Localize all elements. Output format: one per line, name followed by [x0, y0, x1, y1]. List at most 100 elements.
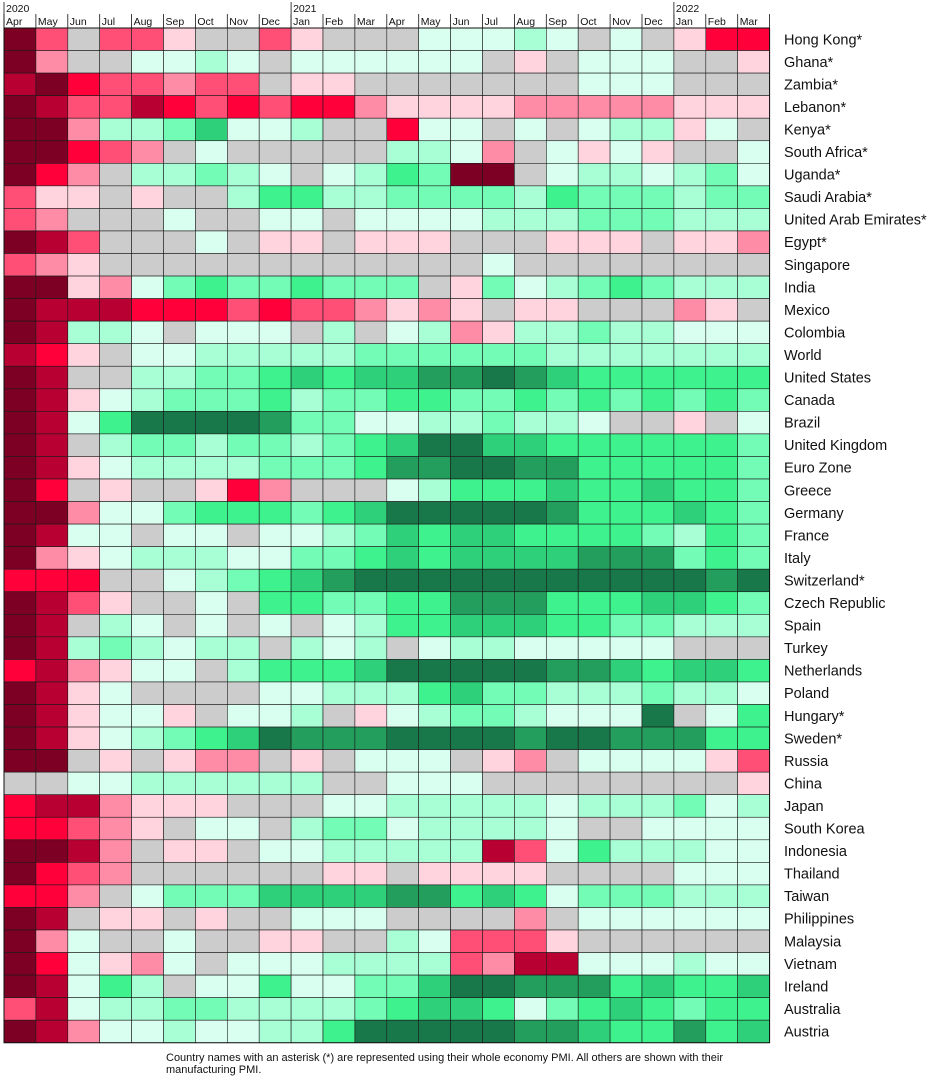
- heatmap-cell: [737, 681, 770, 705]
- heatmap-cell: [386, 275, 419, 299]
- heatmap-cell: [322, 659, 356, 683]
- heatmap-cell: [641, 794, 675, 818]
- heatmap-cell: [514, 117, 547, 142]
- heatmap-cell: [3, 862, 37, 886]
- heatmap-cell: [131, 771, 164, 796]
- heatmap-cell: [163, 27, 196, 51]
- heatmap-cell: [195, 27, 228, 51]
- heatmap-cell: [609, 501, 643, 525]
- heatmap-cell: [131, 72, 164, 96]
- heatmap-cell: [322, 907, 356, 931]
- heatmap-cell: [99, 659, 132, 683]
- heatmap-cell: [322, 771, 356, 796]
- heatmap-cell: [514, 208, 547, 232]
- heatmap-cell: [673, 456, 707, 480]
- heatmap-cell: [195, 749, 228, 773]
- heatmap-cell: [195, 298, 228, 322]
- heatmap-cell: [195, 50, 228, 74]
- heatmap-cell: [131, 185, 164, 209]
- heatmap-cell: [737, 478, 770, 502]
- heatmap-cell: [514, 816, 547, 841]
- row-label: Vietnam: [784, 957, 837, 973]
- heatmap-cell: [737, 140, 770, 164]
- heatmap-cell: [163, 1019, 196, 1044]
- heatmap-cell: [99, 140, 132, 164]
- heatmap-cell: [99, 456, 132, 480]
- heatmap-cell: [545, 365, 579, 390]
- heatmap-cell: [673, 50, 707, 74]
- heatmap-cell: [354, 253, 388, 277]
- heatmap-cell: [450, 27, 483, 51]
- heatmap-cell: [163, 816, 196, 841]
- heatmap-cell: [258, 478, 292, 502]
- heatmap-cell: [386, 185, 419, 209]
- heatmap-cell: [195, 72, 228, 96]
- heatmap-cell: [131, 974, 164, 998]
- heatmap-cell: [290, 163, 324, 187]
- heatmap-cell: [450, 388, 483, 412]
- row-label: South Africa*: [784, 145, 868, 161]
- heatmap-cell: [514, 1019, 547, 1044]
- heatmap-cell: [386, 862, 419, 886]
- heatmap-cell: [290, 320, 324, 344]
- row-label: Japan: [784, 799, 824, 815]
- heatmap-cell: [67, 749, 101, 773]
- heatmap-cell: [450, 501, 483, 525]
- heatmap-cell: [290, 794, 324, 818]
- heatmap-cell: [290, 140, 324, 164]
- heatmap-cell: [99, 275, 132, 299]
- heatmap-cell: [705, 230, 738, 254]
- heatmap-cell: [545, 568, 579, 593]
- heatmap-cell: [737, 546, 770, 570]
- heatmap-cell: [545, 613, 579, 638]
- heatmap-cell: [577, 839, 611, 863]
- heatmap-cell: [35, 929, 69, 953]
- heatmap-cell: [67, 862, 101, 886]
- heatmap-cell: [131, 230, 164, 254]
- heatmap-cell: [258, 636, 292, 660]
- heatmap-cell: [514, 726, 547, 750]
- heatmap-cell: [482, 546, 515, 570]
- heatmap-cell: [641, 208, 675, 232]
- month-label: Jul: [102, 16, 115, 28]
- month-label: Apr: [389, 16, 406, 28]
- heatmap-cell: [705, 1019, 738, 1044]
- row-label: Russia: [784, 754, 829, 770]
- heatmap-frame: [3, 27, 771, 1044]
- heatmap-cell: [258, 568, 292, 593]
- heatmap-cell: [227, 659, 260, 683]
- heatmap-cell: [737, 253, 770, 277]
- heatmap-cell: [673, 298, 707, 322]
- heatmap-cell: [386, 952, 419, 976]
- heatmap-cell: [322, 456, 356, 480]
- heatmap-cell: [99, 411, 132, 435]
- heatmap-cell: [227, 298, 260, 322]
- heatmap-cell: [450, 523, 483, 547]
- heatmap-cell: [641, 613, 675, 638]
- heatmap-cell: [354, 163, 388, 187]
- heatmap-cell: [322, 117, 356, 142]
- heatmap-cell: [641, 298, 675, 322]
- heatmap-cell: [705, 636, 738, 660]
- heatmap-cell: [195, 275, 228, 299]
- heatmap-cell: [3, 72, 37, 96]
- heatmap-cell: [418, 862, 451, 886]
- heatmap-cell: [290, 343, 324, 367]
- heatmap-cell: [163, 163, 196, 187]
- row-label: South Korea: [784, 822, 866, 838]
- heatmap-cell: [577, 72, 611, 96]
- heatmap-cell: [609, 388, 643, 412]
- heatmap-cell: [163, 501, 196, 525]
- heatmap-cell: [258, 72, 292, 96]
- heatmap-cell: [227, 230, 260, 254]
- heatmap-cell: [577, 163, 611, 187]
- row-label: Euro Zone: [784, 461, 852, 477]
- heatmap-cell: [290, 117, 324, 142]
- heatmap-cell: [131, 253, 164, 277]
- heatmap-cell: [195, 208, 228, 232]
- row-label: Thailand: [784, 867, 840, 883]
- heatmap-cell: [354, 636, 388, 660]
- heatmap-cell: [195, 613, 228, 638]
- heatmap-cell: [673, 726, 707, 750]
- month-label: Dec: [644, 16, 663, 28]
